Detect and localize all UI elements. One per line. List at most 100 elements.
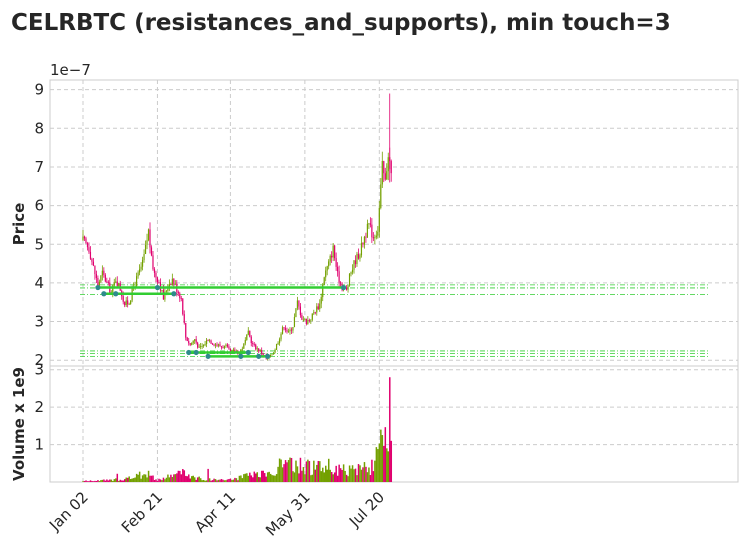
volume-bar bbox=[180, 474, 183, 482]
candle-body bbox=[122, 296, 124, 302]
candle-body bbox=[188, 341, 190, 344]
candle-body bbox=[89, 251, 92, 259]
volume-bar bbox=[380, 429, 382, 482]
candle-body bbox=[255, 344, 257, 350]
volume-bar bbox=[140, 478, 142, 482]
volume-bar bbox=[132, 478, 135, 482]
volume-bar bbox=[95, 480, 98, 482]
volume-bar bbox=[281, 467, 284, 482]
touch-point bbox=[205, 353, 211, 359]
touch-point bbox=[171, 291, 177, 297]
candle-body bbox=[314, 312, 316, 314]
volume-bar bbox=[286, 462, 288, 482]
candle-body bbox=[317, 306, 319, 310]
candle-body bbox=[275, 344, 278, 350]
candle-body bbox=[323, 277, 325, 285]
volume-bar bbox=[116, 473, 119, 482]
candle-body bbox=[130, 300, 132, 305]
volume-bar bbox=[329, 469, 331, 482]
volume-bar bbox=[319, 461, 321, 482]
candle-body bbox=[249, 330, 251, 337]
volume-bar bbox=[113, 479, 116, 482]
candle-body bbox=[152, 255, 154, 270]
volume-bar bbox=[342, 464, 345, 482]
candle-body bbox=[362, 242, 364, 245]
volume-bar bbox=[211, 480, 214, 482]
candle-body bbox=[164, 291, 166, 300]
candle-body bbox=[136, 276, 138, 287]
volume-bar bbox=[375, 447, 378, 482]
candle-body bbox=[320, 297, 322, 304]
touch-point bbox=[113, 291, 119, 297]
candle-body bbox=[226, 344, 229, 347]
candle-body bbox=[92, 261, 95, 266]
candle-body bbox=[331, 255, 333, 258]
candle-body bbox=[179, 293, 181, 299]
touch-point bbox=[193, 349, 199, 356]
candle-body bbox=[256, 348, 258, 350]
volume-bar bbox=[137, 474, 139, 482]
volume-bar bbox=[326, 469, 328, 482]
volume-bar bbox=[263, 473, 266, 482]
candle-body bbox=[88, 247, 90, 252]
candle-body bbox=[243, 343, 245, 349]
candle-body bbox=[140, 266, 142, 270]
candle-body bbox=[240, 349, 242, 353]
volume-bar bbox=[83, 480, 86, 482]
candle-body bbox=[244, 339, 246, 344]
price-tick-label: 2 bbox=[34, 351, 44, 369]
volume-bar bbox=[179, 470, 181, 482]
volume-bar bbox=[383, 445, 385, 482]
candle-body bbox=[198, 346, 200, 348]
candle-body bbox=[149, 229, 151, 248]
candle-body bbox=[191, 343, 193, 345]
volume-bar bbox=[177, 470, 180, 482]
candle-body bbox=[144, 244, 147, 255]
candle-body bbox=[137, 272, 139, 277]
volume-bar bbox=[327, 458, 330, 482]
candle-body bbox=[185, 322, 187, 338]
volume-bar bbox=[174, 474, 177, 482]
touch-point bbox=[154, 284, 161, 291]
candle-body bbox=[272, 352, 275, 355]
candle-body bbox=[127, 300, 129, 305]
candle-body bbox=[103, 270, 105, 275]
volume-bar bbox=[290, 457, 293, 482]
candle-body bbox=[113, 282, 115, 286]
candle-body bbox=[383, 161, 385, 174]
candle-body bbox=[192, 340, 194, 344]
volume-tick-label: 2 bbox=[34, 398, 44, 416]
candle-body bbox=[200, 346, 202, 347]
volume-bar bbox=[149, 475, 151, 482]
candle-body bbox=[229, 348, 232, 352]
candle-body bbox=[182, 298, 184, 315]
volume-bar bbox=[97, 480, 99, 482]
candle-body bbox=[83, 236, 86, 239]
candle-body bbox=[305, 319, 307, 325]
candle-body bbox=[353, 260, 355, 270]
volume-bar bbox=[344, 470, 346, 482]
candle-body bbox=[161, 290, 163, 291]
x-axis: Jan 02 Feb 21 Apr 11 May 31 Jul 20 bbox=[45, 488, 388, 540]
volume-axis: 1 2 3 bbox=[34, 361, 44, 454]
volume-bar bbox=[237, 480, 239, 482]
candle-body bbox=[350, 272, 352, 274]
volume-bar bbox=[207, 468, 209, 482]
volume-bar bbox=[278, 458, 281, 482]
volume-bar bbox=[229, 478, 232, 482]
volume-bar bbox=[268, 471, 270, 482]
candle-body bbox=[156, 277, 159, 283]
candle-body bbox=[261, 350, 263, 354]
candle-body bbox=[354, 260, 357, 265]
volume-bar bbox=[241, 478, 244, 482]
volume-bar bbox=[289, 457, 291, 482]
volume-bar bbox=[341, 469, 343, 482]
volume-panel-frame bbox=[49, 365, 739, 483]
volume-bar bbox=[107, 480, 110, 482]
volume-bar bbox=[196, 477, 199, 482]
price-panel-frame bbox=[49, 79, 739, 367]
volume-bar bbox=[202, 479, 205, 482]
volume-bar bbox=[265, 476, 267, 482]
volume-bar bbox=[205, 480, 208, 482]
candle-body bbox=[371, 224, 373, 238]
